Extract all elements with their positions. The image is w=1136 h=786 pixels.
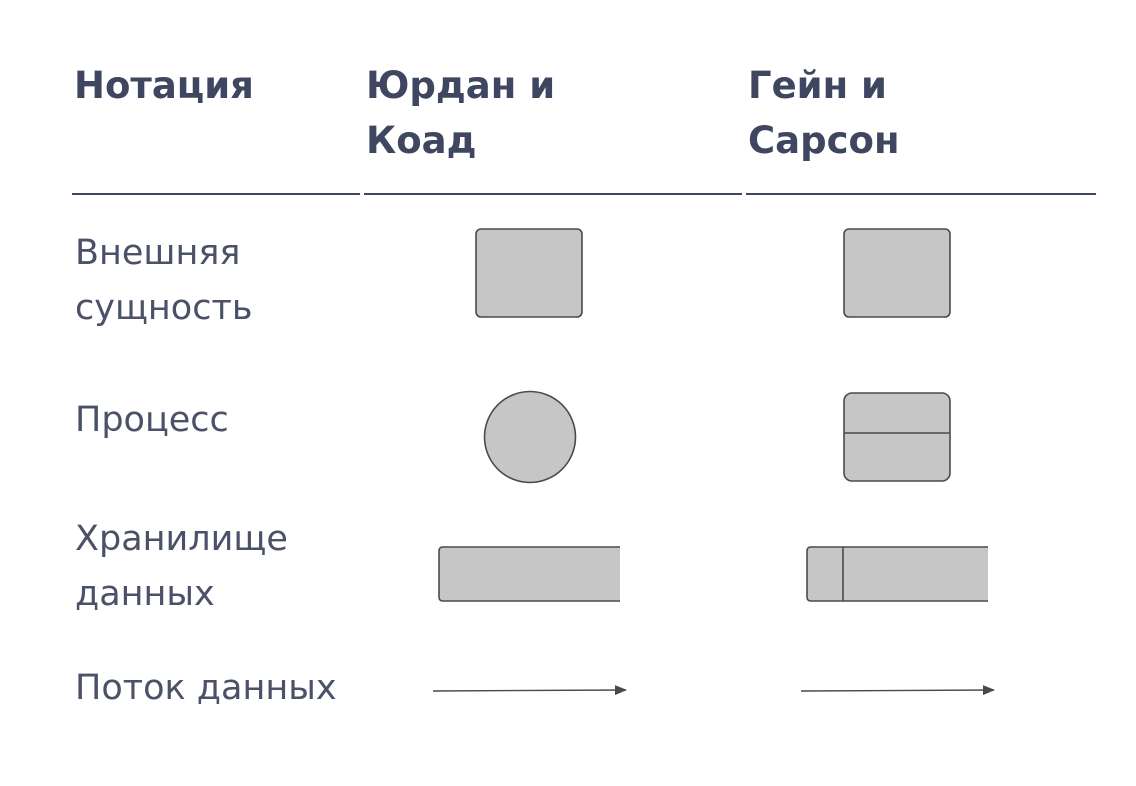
gs-process-shape bbox=[843, 392, 951, 482]
yc-external-entity-shape bbox=[475, 228, 583, 318]
gs-data-flow-arrow bbox=[800, 685, 995, 696]
header-divider-notation bbox=[72, 193, 360, 195]
gs-data-store-shape bbox=[806, 546, 988, 602]
row-label-process: Процесс bbox=[75, 400, 229, 440]
yc-data-store-shape bbox=[438, 546, 620, 602]
header-gane-sarson: Гейн и Сарсон bbox=[748, 64, 900, 162]
row-label-external-entity: Внешняя сущность bbox=[75, 233, 253, 328]
row-label-data-flow: Поток данных bbox=[75, 668, 337, 708]
header-divider-gane-sarson bbox=[746, 193, 1096, 195]
yc-process-shape bbox=[483, 390, 577, 484]
row-label-data-store: Хранилище данных bbox=[75, 519, 288, 614]
header-notation: Нотация bbox=[74, 64, 254, 107]
gs-external-entity-shape bbox=[843, 228, 951, 318]
header-yourdon-coad: Юрдан и Коад bbox=[366, 64, 556, 162]
yc-data-flow-arrow bbox=[432, 685, 627, 696]
header-divider-yourdon-coad bbox=[364, 193, 742, 195]
